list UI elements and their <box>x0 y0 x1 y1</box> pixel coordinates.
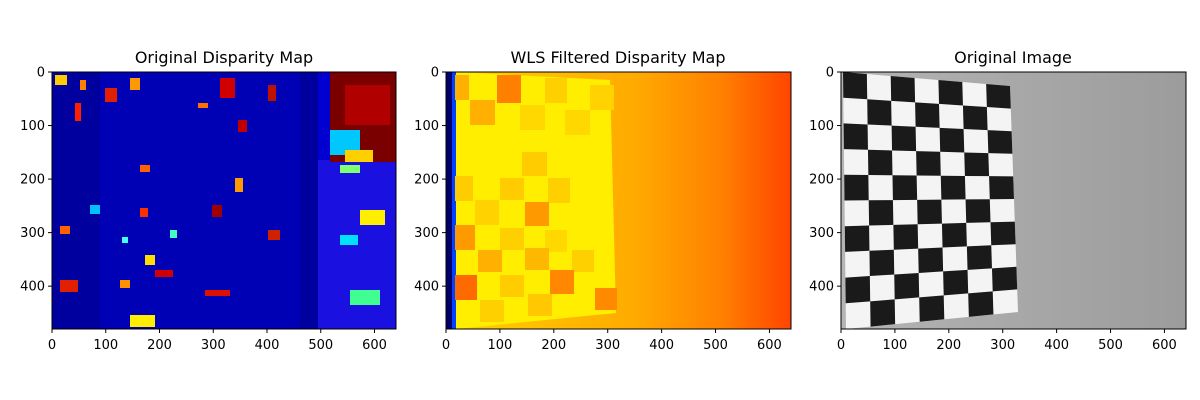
checker-square <box>892 175 918 201</box>
x-tick-label: 500 <box>703 338 728 353</box>
checker-square <box>893 224 919 250</box>
checker-square <box>845 276 871 304</box>
y-tick-label: 200 <box>809 173 834 188</box>
checker-square <box>940 175 966 200</box>
y-tick-label: 200 <box>414 173 439 188</box>
x-tick-label: 100 <box>487 338 512 353</box>
checker-square <box>915 102 940 128</box>
heatmap-image <box>52 72 396 329</box>
checker-square <box>891 125 917 152</box>
x-tick-label: 300 <box>990 338 1015 353</box>
y-tick-label: 300 <box>20 226 45 241</box>
checker-square <box>962 105 988 131</box>
x-tick-label: 600 <box>757 338 782 353</box>
checker-square <box>918 247 944 273</box>
y-tick-label: 0 <box>37 66 45 81</box>
y-tick-label: 0 <box>826 66 834 81</box>
checker-square <box>919 295 945 322</box>
chart-title: Original Image <box>954 48 1072 67</box>
x-tick-label: 500 <box>1098 338 1123 353</box>
panel-original-image: Original Image 0 100 200 300 400 500 600 0 100 2… <box>809 48 1187 353</box>
x-tick-label: 0 <box>442 338 450 353</box>
x-axis: 0 100 200 300 400 500 600 <box>48 329 387 353</box>
checker-square <box>964 152 990 177</box>
heatmap-image <box>446 72 791 329</box>
checker-square <box>843 123 868 150</box>
checker-square <box>943 269 969 296</box>
axes-frame <box>445 71 792 330</box>
x-tick-label: 600 <box>1152 338 1177 353</box>
x-tick-label: 400 <box>649 338 674 353</box>
checkerboard <box>843 72 1018 327</box>
y-tick-label: 400 <box>414 280 439 295</box>
axes-frame <box>51 71 397 330</box>
x-tick-label: 400 <box>255 338 280 353</box>
x-tick-label: 0 <box>837 338 845 353</box>
y-axis: 0 100 200 300 400 <box>20 66 52 295</box>
checker-square <box>989 176 1014 200</box>
checker-square <box>968 291 994 317</box>
checker-square <box>916 151 941 176</box>
checker-square <box>870 299 896 327</box>
checker-square <box>867 149 893 176</box>
checker-square <box>894 272 920 300</box>
y-tick-label: 400 <box>809 280 834 295</box>
y-tick-label: 0 <box>431 66 439 81</box>
y-axis: 0 100 200 300 400 <box>809 66 841 295</box>
y-tick-label: 300 <box>414 226 439 241</box>
axes-frame <box>840 71 1187 330</box>
checker-square <box>917 199 942 225</box>
checker-square <box>844 174 869 201</box>
x-tick-label: 300 <box>595 338 620 353</box>
checker-square <box>890 76 916 103</box>
checker-square <box>844 225 870 252</box>
image <box>841 72 1186 329</box>
y-tick-label: 400 <box>20 280 45 295</box>
x-tick-label: 0 <box>48 338 56 353</box>
checker-square <box>868 200 894 226</box>
y-tick-label: 200 <box>20 173 45 188</box>
y-axis: 0 100 200 300 400 <box>414 66 446 295</box>
checker-square <box>938 80 963 106</box>
y-tick-label: 300 <box>809 226 834 241</box>
x-tick-label: 500 <box>308 338 333 353</box>
x-tick-label: 200 <box>936 338 961 353</box>
checker-square <box>867 99 892 126</box>
checker-square <box>990 221 1016 246</box>
x-axis: 0 100 200 300 400 500 600 <box>442 329 782 353</box>
y-tick-label: 100 <box>414 119 439 134</box>
x-axis: 0 100 200 300 400 500 600 <box>837 329 1177 353</box>
checker-square <box>941 222 967 248</box>
x-tick-label: 100 <box>93 338 118 353</box>
x-tick-label: 300 <box>201 338 226 353</box>
x-tick-label: 200 <box>147 338 172 353</box>
checker-square <box>843 72 868 100</box>
x-tick-label: 600 <box>362 338 387 353</box>
x-tick-label: 200 <box>541 338 566 353</box>
panel-original-disparity: Original Disparity Map <box>20 48 397 353</box>
chart-title: WLS Filtered Disparity Map <box>510 48 725 67</box>
checker-square <box>991 266 1018 292</box>
checker-square <box>966 245 992 270</box>
panel-wls-filtered: WLS Filtered Disparity Map <box>414 48 792 353</box>
chart-title: Original Disparity Map <box>135 48 313 67</box>
checker-square <box>939 127 965 153</box>
x-tick-label: 400 <box>1044 338 1069 353</box>
checker-square <box>986 84 1011 109</box>
y-tick-label: 100 <box>20 119 45 134</box>
checker-square <box>987 130 1013 154</box>
checker-square <box>965 199 991 223</box>
x-tick-label: 100 <box>882 338 907 353</box>
checker-square <box>869 249 895 277</box>
y-tick-label: 100 <box>809 119 834 134</box>
